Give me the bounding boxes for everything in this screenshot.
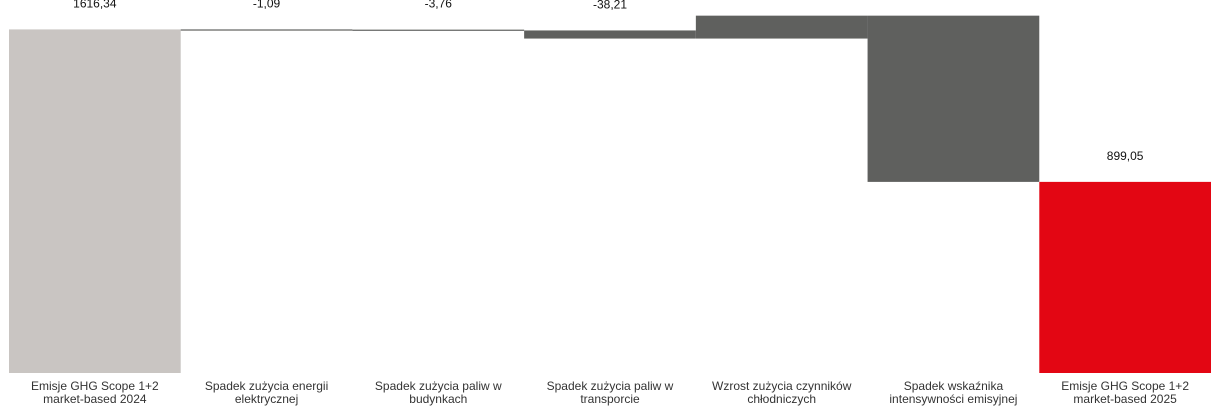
data-label-1: 1616,34 (73, 0, 117, 10)
bar-4 (524, 30, 696, 39)
category-label-1: Emisje GHG Scope 1+2 market-based 2024 (31, 379, 159, 406)
bar-6 (867, 15, 1040, 182)
category-label-3: Spadek zużycia paliw w budynkach (375, 379, 502, 406)
bar-3 (352, 29, 525, 31)
bar-7 (1039, 181, 1211, 373)
data-label-7: 899,05 (1107, 149, 1144, 163)
data-label-3: -3,76 (425, 0, 453, 11)
category-label-7: Emisje GHG Scope 1+2 market-based 2025 (1061, 379, 1189, 406)
category-labels-group: Emisje GHG Scope 1+2 market-based 2024 Spa… (31, 379, 1189, 406)
data-label-4: -38,21 (593, 0, 627, 11)
category-label-4: Spadek zużycia paliw w transporcie (547, 379, 674, 406)
data-label-2: -1,09 (253, 0, 281, 10)
category-label-2: Spadek zużycia energii elektrycznej (205, 379, 328, 406)
bars-group (9, 15, 1211, 373)
category-label-6: Spadek wskaźnika intensywności emisyjnej (889, 379, 1017, 406)
value-labels-group: 1616,34-1,09-3,76-38,21+107,74-781,96899… (73, 0, 1144, 163)
bar-2 (180, 29, 353, 31)
bar-1 (9, 29, 181, 373)
bar-5 (695, 15, 868, 39)
category-label-5: Wzrost zużycia czynników chłodniczych (712, 379, 852, 406)
